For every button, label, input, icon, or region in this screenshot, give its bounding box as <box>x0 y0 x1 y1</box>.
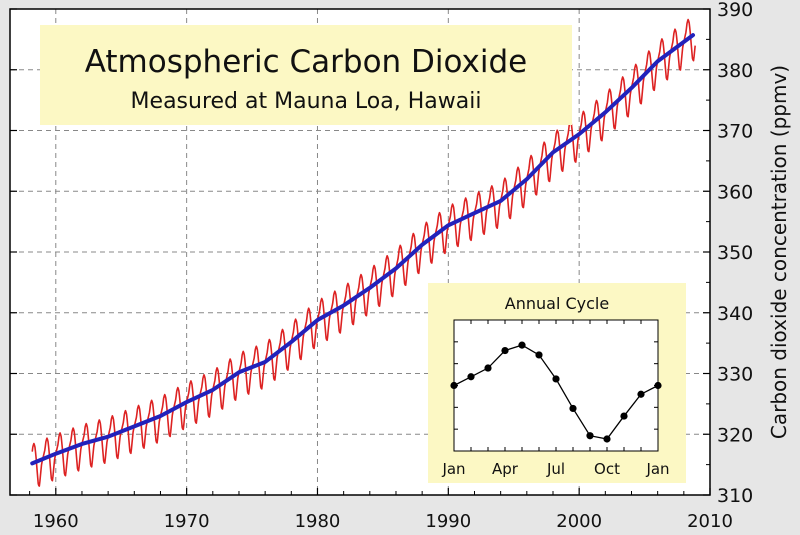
x-tick-label: 1980 <box>295 511 341 532</box>
annual-cycle-point <box>501 346 509 355</box>
annual-cycle-point <box>654 381 662 390</box>
annual-cycle-point <box>450 381 458 390</box>
annual-cycle-point <box>467 373 475 381</box>
inset-x-tick-label: Oct <box>594 460 620 478</box>
axes: 1960 1970 1980 1990 2000 2010 310 320 330 340 350 3… <box>10 0 753 532</box>
annual-cycle-point <box>620 412 628 420</box>
annual-cycle-point <box>603 435 611 443</box>
annual-cycle-point <box>535 351 543 359</box>
annual-cycle-point <box>552 375 560 383</box>
inset-title: Annual Cycle <box>505 294 609 313</box>
annual-cycle-point <box>484 364 492 372</box>
x-tick-label: 2000 <box>556 511 602 532</box>
y-tick-label: 320 <box>717 424 753 446</box>
annual-cycle-point <box>569 404 577 413</box>
monthly-co2-line <box>31 18 696 487</box>
y-tick-label: 310 <box>717 485 753 507</box>
y-tick-label: 390 <box>717 0 753 21</box>
inset-series: Jan Apr Jul Oct Jan <box>441 320 670 478</box>
y-tick-label: 340 <box>717 303 753 325</box>
inset-x-tick-label: Apr <box>492 460 519 478</box>
inset-x-tick-label: Jan <box>645 460 669 478</box>
y-tick-label: 330 <box>717 364 753 386</box>
y-tick-label: 350 <box>717 242 753 264</box>
inset-x-tick-label: Jul <box>546 460 565 478</box>
inset-x-tick-label: Jan <box>441 460 465 478</box>
y-tick-label: 380 <box>717 60 753 82</box>
x-tick-label: 1990 <box>425 511 471 532</box>
x-tick-label: 1960 <box>33 511 79 532</box>
annual-cycle-point <box>586 432 594 440</box>
title-box <box>40 25 572 125</box>
y-axis-label: Carbon dioxide concentration (ppmv) <box>767 65 791 439</box>
y-tick-label: 360 <box>717 181 753 203</box>
trend-co2-line <box>30 33 695 466</box>
y-tick-label: 370 <box>717 121 753 143</box>
x-tick-label: 2010 <box>687 511 733 532</box>
chart-subtitle: Measured at Mauna Loa, Hawaii <box>131 89 482 114</box>
chart-title: Atmospheric Carbon Dioxide <box>85 44 528 80</box>
annual-cycle-point <box>637 390 645 398</box>
main-series <box>30 18 696 487</box>
x-tick-label: 1970 <box>164 511 210 532</box>
annual-cycle-point <box>518 341 526 349</box>
inset-plot-area <box>453 319 659 452</box>
